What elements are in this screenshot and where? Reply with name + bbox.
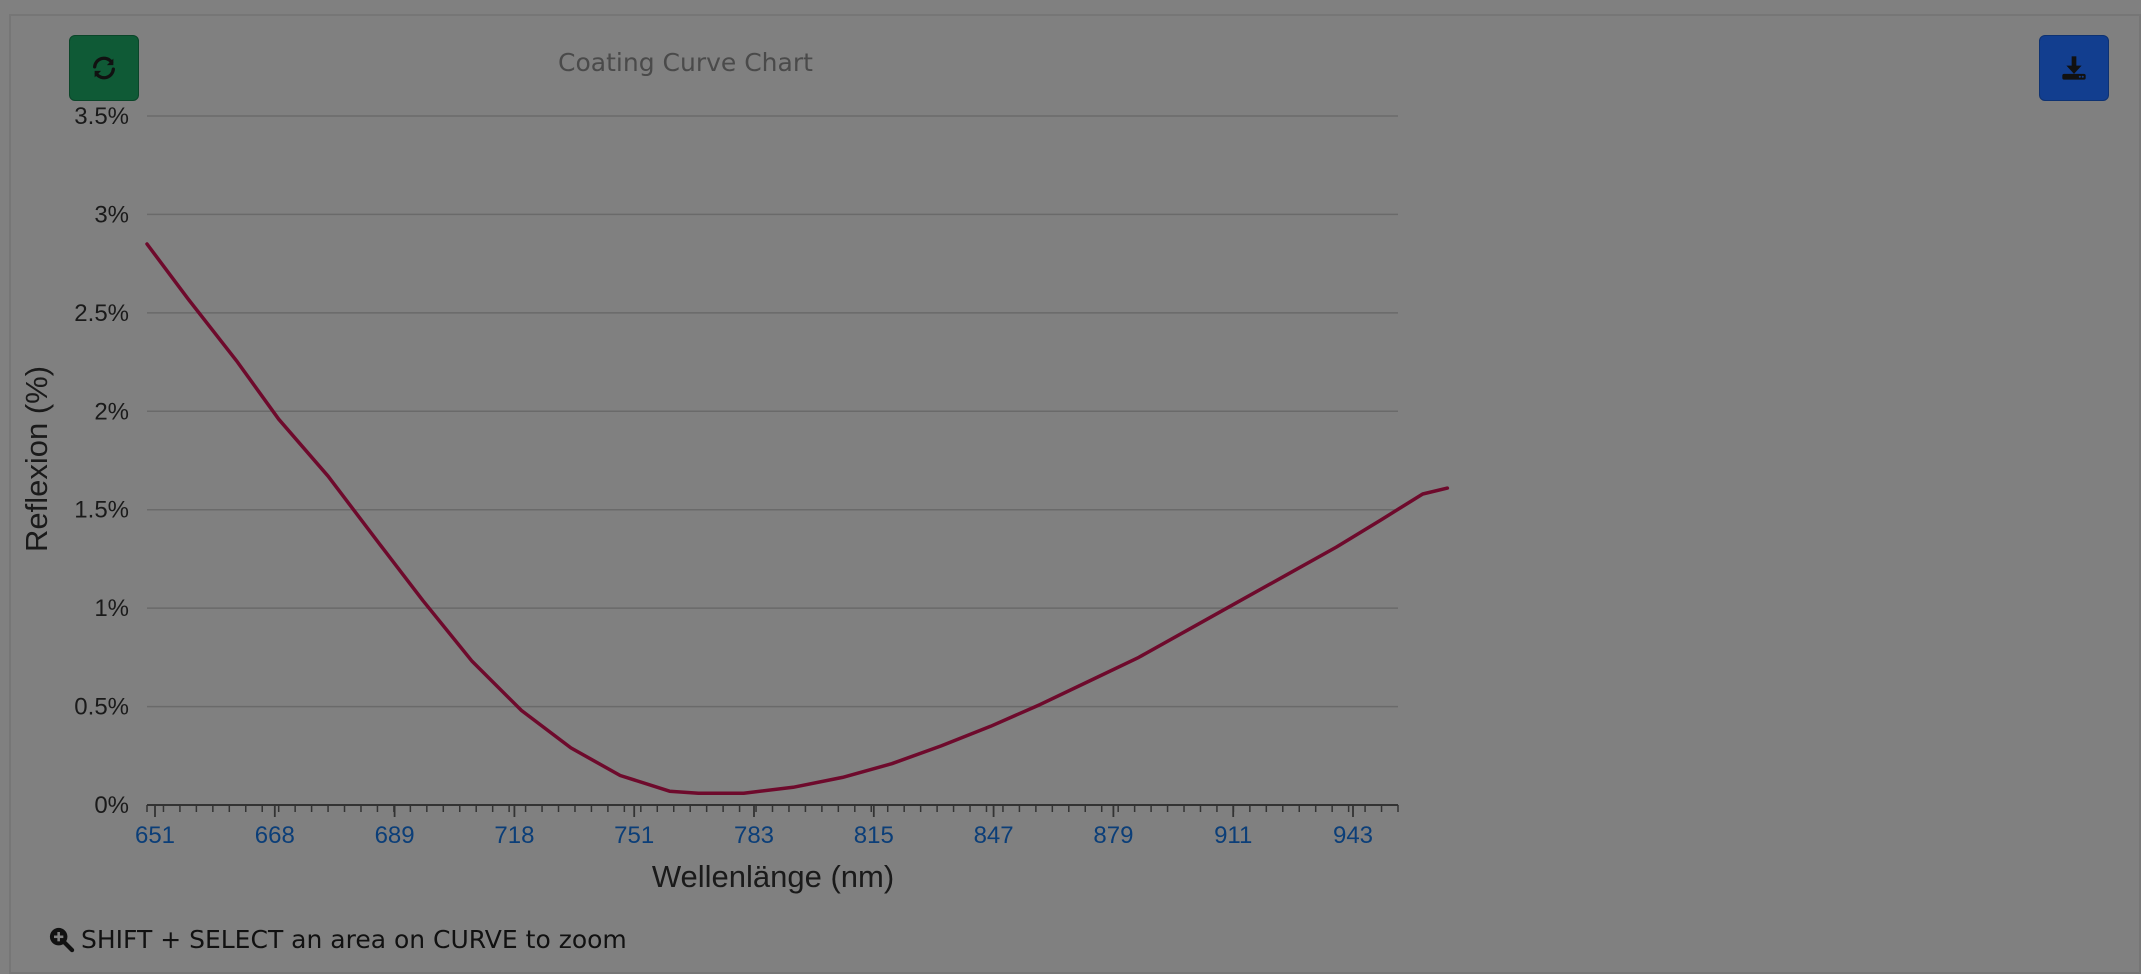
x-axis-label: Wellenlänge (nm) (652, 859, 894, 894)
y-tick-label: 0.5% (74, 694, 129, 721)
y-tick-label: 2.5% (74, 300, 129, 327)
x-tick-label: 943 (1333, 822, 1373, 849)
y-tick-label: 1% (94, 595, 129, 622)
reflexion-curve[interactable] (147, 244, 1447, 793)
zoom-hint: SHIFT + SELECT an area on CURVE to zoom (47, 924, 627, 954)
x-tick-label: 718 (494, 822, 534, 849)
y-tick-label: 2% (94, 398, 129, 425)
x-tick-label: 847 (974, 822, 1014, 849)
zoom-in-icon (47, 925, 75, 953)
y-axis-ticks: 0% 0.5% 1% 1.5% 2% 2.5% 3% 3.5% (74, 103, 129, 819)
x-tick-label: 879 (1093, 822, 1133, 849)
y-axis-label: Reflexion (%) (19, 366, 54, 552)
grid-lines (147, 116, 1398, 805)
y-tick-label: 0% (94, 792, 129, 819)
x-tick-label: 783 (734, 822, 774, 849)
x-tick-label: 751 (614, 822, 654, 849)
x-axis: 651 668 689 718 751 783 815 847 879 911 943 (135, 805, 1398, 849)
zoom-hint-text: SHIFT + SELECT an area on CURVE to zoom (81, 925, 627, 954)
x-tick-label: 651 (135, 822, 175, 849)
y-tick-label: 3% (94, 201, 129, 228)
y-tick-label: 3.5% (74, 103, 129, 130)
x-tick-label: 689 (375, 822, 415, 849)
x-tick-label: 911 (1214, 822, 1252, 849)
coating-curve-chart[interactable]: 0% 0.5% 1% 1.5% 2% 2.5% 3% 3.5% 651 668 689 718 751… (0, 0, 2141, 924)
x-tick-label: 668 (255, 822, 295, 849)
y-tick-label: 1.5% (74, 497, 129, 524)
x-tick-label: 815 (854, 822, 894, 849)
